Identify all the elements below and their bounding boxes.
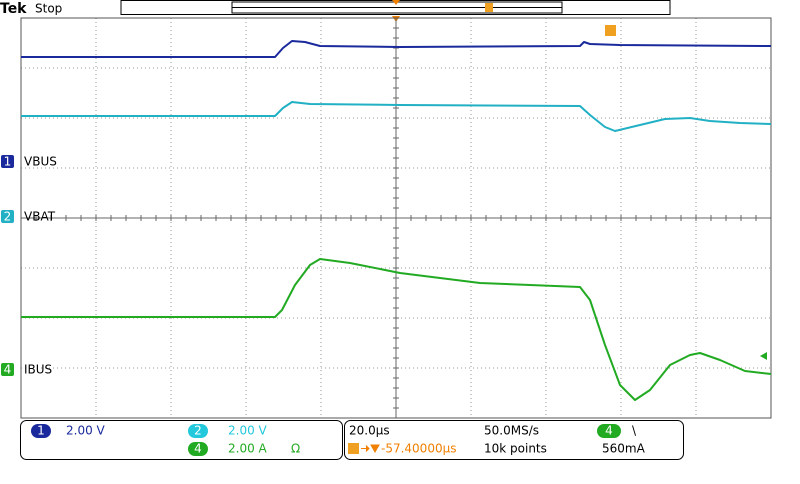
ch4-number: 4: [4, 363, 12, 377]
ch1-badge: [1, 155, 14, 168]
waveform-ch1: [21, 40, 772, 58]
record-length: 10k points: [484, 442, 547, 456]
ch4-label: IBUS: [24, 363, 52, 377]
ch1-label: VBUS: [24, 155, 57, 169]
timebase: 20.0µs: [349, 424, 390, 438]
trigger-position: -57.40000µs: [381, 442, 456, 456]
graticule-border: [20, 17, 772, 419]
trigger-icon: [348, 443, 359, 454]
sample-rate: 50.0MS/s: [484, 424, 539, 438]
r-ch1-scale: 2.00 V: [66, 424, 106, 438]
r-ch2-number: 2: [194, 424, 202, 438]
r-ch4-impedance: Ω: [291, 442, 300, 456]
r-ch4-scale: 2.00 A: [228, 442, 268, 456]
trigger-slope: \: [632, 424, 637, 438]
ch2-number: 2: [4, 210, 12, 224]
r-ch2-badge: [188, 424, 208, 438]
waveform-ch4: [21, 258, 772, 401]
ch1-number: 1: [4, 155, 12, 169]
trigger-arrow-icon: [361, 444, 380, 454]
waveform-ch2: [21, 101, 772, 132]
trig-ch-badge: [597, 424, 621, 438]
ch4-badge: [1, 363, 14, 376]
trigger-channel: 4: [605, 424, 613, 438]
trigger-level: 560mA: [602, 442, 646, 456]
ch2-badge: [1, 210, 14, 223]
status: Stop: [35, 2, 62, 16]
r-ch1-badge: [31, 424, 51, 438]
ch2-label: VBAT: [24, 210, 56, 224]
brand: Tek: [0, 1, 27, 17]
graticule: [20, 17, 772, 419]
r-ch4-number: 4: [194, 442, 202, 456]
trigger-level-arrow: [760, 352, 767, 360]
r-ch2-scale: 2.00 V: [228, 424, 268, 438]
trigger-level-marker: [605, 25, 616, 36]
vertical-readout: [20, 420, 343, 460]
r-ch4-badge: [188, 442, 208, 456]
r-ch1-number: 1: [37, 424, 45, 438]
center-marker: [392, 0, 400, 5]
trigger-marker: [485, 3, 493, 12]
